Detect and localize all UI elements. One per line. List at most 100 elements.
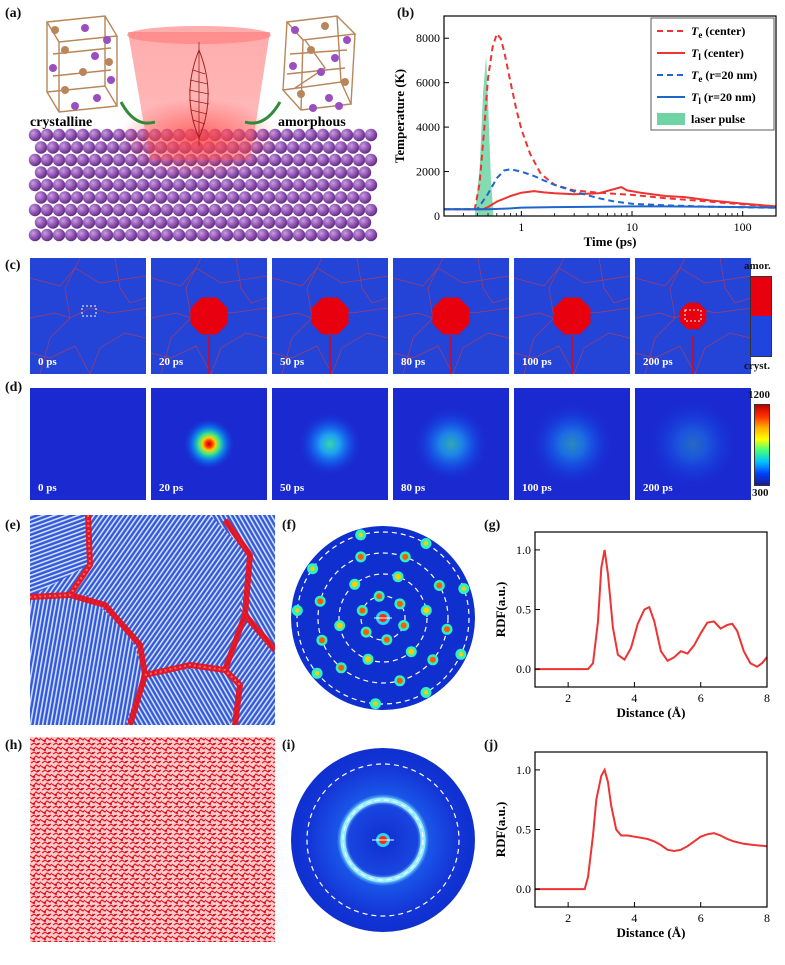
diffraction-spot-core (436, 582, 443, 589)
y-axis-label: RDF(a.u.) (493, 802, 508, 858)
cell-atom (79, 68, 87, 76)
atom (346, 216, 360, 229)
amorphous-snapshot (30, 737, 275, 942)
legend-swatch (657, 113, 685, 125)
x-tick-label: 8 (764, 691, 770, 705)
time-label: 100 ps (522, 356, 552, 368)
atom (100, 178, 114, 192)
panel-label-f: (f) (282, 518, 296, 533)
atom (220, 178, 234, 192)
atom (76, 178, 90, 192)
atom (358, 191, 372, 204)
cell-atom (325, 94, 333, 102)
amorphous-region (190, 297, 228, 335)
time-label: 200 ps (643, 482, 673, 494)
diffraction-pattern-amorphous (291, 748, 475, 932)
crystal-unit-cell-icon (45, 15, 119, 113)
atom (88, 203, 102, 217)
atom (364, 178, 378, 192)
x-tick-label: 2 (565, 911, 571, 925)
atom (172, 228, 186, 242)
atom (178, 191, 192, 204)
time-label: 80 ps (401, 356, 426, 368)
time-label: 20 ps (159, 482, 184, 494)
atom (322, 191, 336, 204)
atom (28, 128, 42, 142)
colorbar-gradient (754, 404, 770, 486)
atom (196, 228, 210, 242)
panel-label-j: (j) (484, 738, 498, 753)
diffraction-spot-core (423, 607, 430, 614)
atom (82, 216, 96, 229)
atom (268, 203, 282, 217)
diffraction-spot-core (458, 652, 464, 657)
atom (316, 228, 330, 242)
atom (298, 191, 312, 204)
atom (148, 203, 162, 217)
atom (334, 191, 348, 204)
atom (34, 191, 48, 204)
atom (112, 203, 126, 217)
cell-atom (105, 58, 113, 66)
cell-atom (307, 46, 315, 54)
atom (292, 128, 306, 142)
atom (364, 128, 378, 142)
diffraction-spot-core (429, 656, 436, 663)
atom (46, 141, 60, 154)
atom (232, 178, 246, 192)
y-tick-label: 0.5 (516, 823, 531, 837)
cell-atom (317, 68, 325, 76)
cell-atom (71, 102, 79, 110)
atom (274, 141, 288, 154)
hot-spot (530, 402, 614, 486)
panel-label-h: (h) (5, 738, 23, 753)
atom (316, 128, 330, 142)
atom (334, 166, 348, 179)
atom (100, 128, 114, 142)
structure-snapshot: 20 ps (151, 258, 267, 374)
atom (268, 178, 282, 192)
hot-spot (647, 398, 739, 490)
atom (208, 203, 222, 217)
structure-snapshot: 200 ps (635, 258, 751, 374)
atom (310, 141, 324, 154)
cell-atom (107, 76, 115, 84)
atom (100, 228, 114, 242)
atom (298, 216, 312, 229)
atom (358, 166, 372, 179)
atom (292, 228, 306, 242)
atom (214, 191, 228, 204)
atom (214, 216, 228, 229)
panel-a-schematic: crystalline amorphous (28, 15, 378, 242)
atom (292, 153, 306, 167)
plot-frame (534, 751, 768, 908)
atom (94, 166, 108, 179)
diffraction-spot-core (338, 664, 345, 671)
atom (364, 203, 378, 217)
atom (76, 128, 90, 142)
atom (346, 141, 360, 154)
atom (70, 166, 84, 179)
atom (280, 203, 294, 217)
atom (64, 228, 78, 242)
hot-spot (298, 412, 362, 476)
series-line (444, 31, 777, 211)
atom (268, 228, 282, 242)
atom (124, 178, 138, 192)
atom (82, 141, 96, 154)
diffraction-spot-core (317, 598, 324, 605)
diffraction-spot-core (376, 593, 383, 600)
amorphous-unit-cell-icon (281, 15, 357, 112)
atom (280, 128, 294, 142)
cell-atom (81, 24, 89, 32)
atom (118, 191, 132, 204)
atom (274, 191, 288, 204)
time-label: 100 ps (522, 482, 552, 494)
colorbar-max-label: 1200 (748, 389, 770, 401)
atom (196, 203, 210, 217)
atom (70, 141, 84, 154)
atom (148, 178, 162, 192)
time-label: 50 ps (280, 356, 305, 368)
diffraction-spot-core (318, 637, 325, 644)
atom (256, 178, 270, 192)
